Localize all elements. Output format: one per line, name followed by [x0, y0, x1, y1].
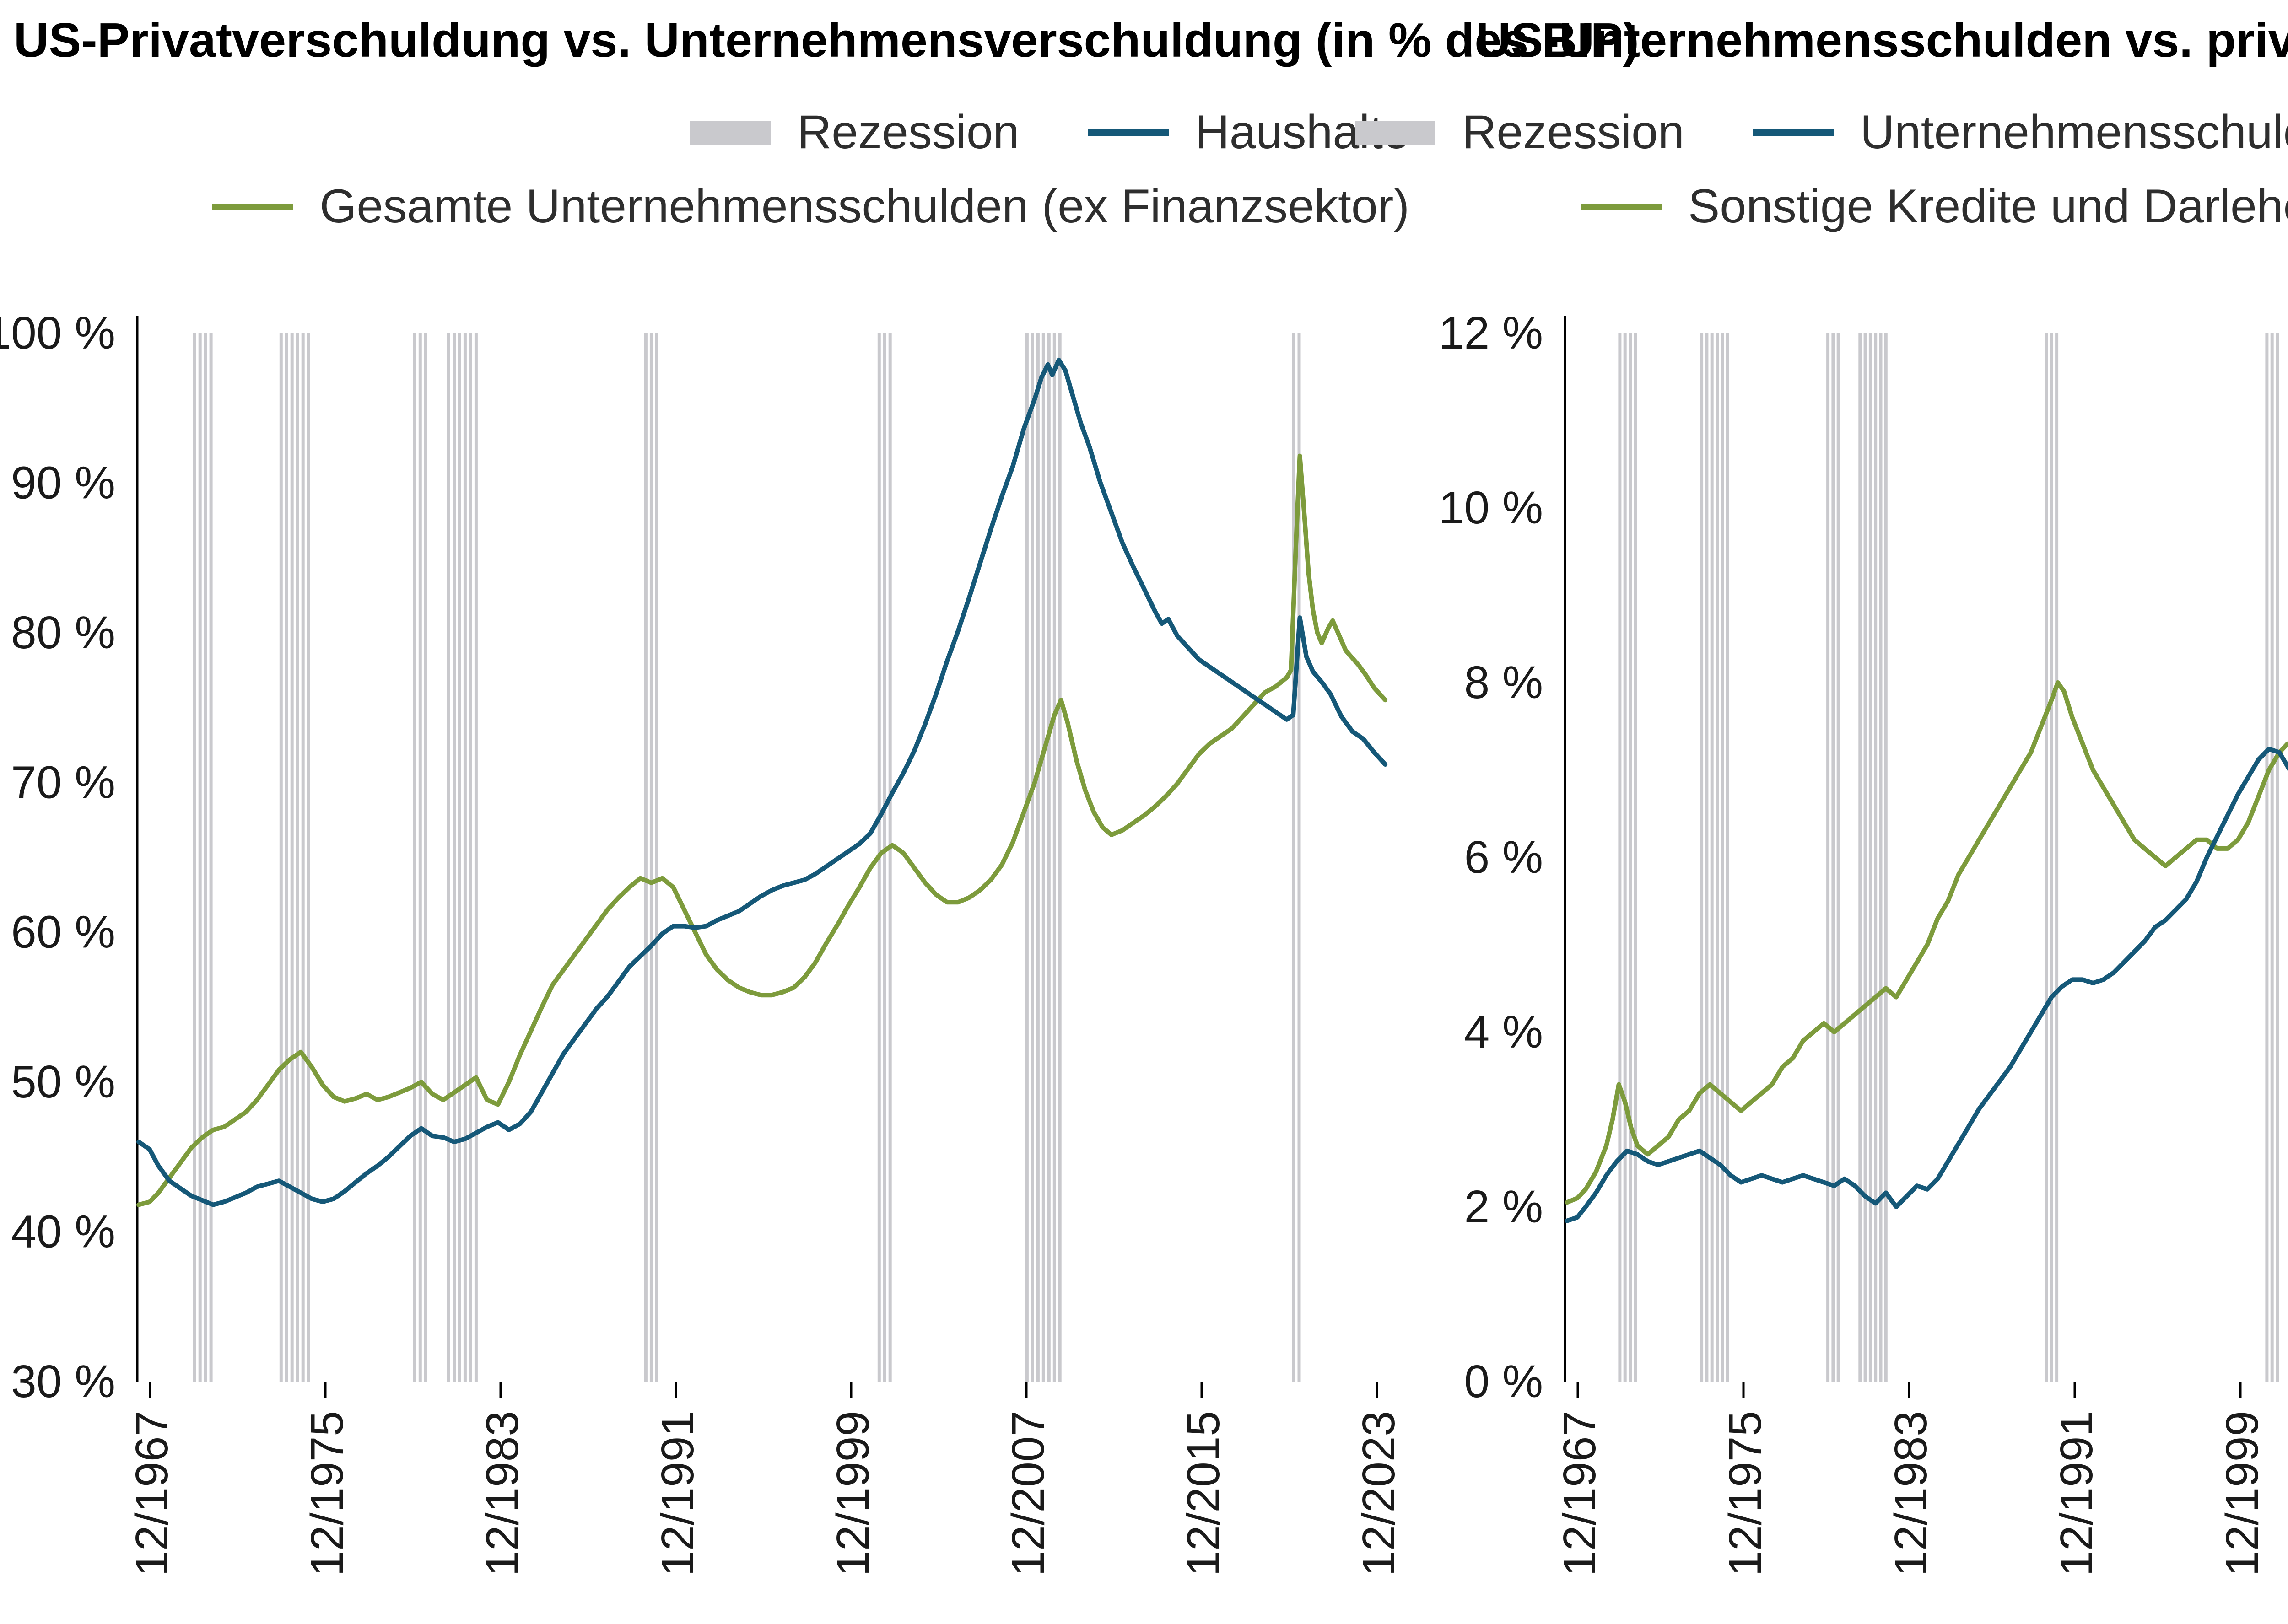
legend-item-sonstige-kredite: Sonstige Kredite und Darlehen (Privatkre…: [1581, 179, 2288, 234]
unternehmensschulden-line-swatch: [212, 203, 293, 210]
legend-label-rezession-right: Rezession: [1462, 106, 1684, 159]
y-tick-label: 8 %: [1464, 657, 1543, 708]
x-tick-label: 12/1991: [652, 1411, 703, 1576]
chart-right-plot: 12 %10 %8 %6 %4 %2 %0 %40 %35 %30 %25 %2…: [1439, 307, 2288, 1576]
unternehmensschulden-rhs-line-swatch: [1753, 129, 1834, 136]
series-unternehmensschulden-ex-finanzsektor: [1565, 747, 2288, 1223]
y-tick-label: 100 %: [0, 307, 115, 359]
y-tick-label: 60 %: [11, 907, 115, 958]
recession-bands: [1618, 333, 2279, 1382]
legend-item-rezession: Rezession: [690, 105, 1020, 160]
x-tick-label: 12/2015: [1178, 1411, 1229, 1576]
x-tick-label: 12/1983: [1885, 1411, 1937, 1576]
legend-label-sonstige-kredite: Sonstige Kredite und Darlehen (Privatkre…: [1688, 180, 2288, 233]
y-tick-label: 80 %: [11, 607, 115, 658]
x-tick-label: 12/1975: [1720, 1411, 1771, 1576]
chart-left-plot: 100 % 90 % 80 % 70 % 60 % 50 % 40 % 30 %12/1967…: [0, 307, 1404, 1576]
y-tick-label: 70 %: [11, 757, 115, 808]
chart-left-legend-row-2: Gesamte Unternehmensschulden (ex Finanzs…: [212, 179, 1409, 234]
x-tick-label: 12/2007: [1003, 1411, 1054, 1576]
y-tick-label: 0 %: [1464, 1356, 1543, 1407]
y-tick-label: 4 %: [1464, 1006, 1543, 1058]
x-tick-label: 12/1983: [477, 1411, 528, 1576]
recession-swatch: [690, 120, 771, 145]
series-haushalte: [136, 357, 1388, 1207]
x-tick-label: 12/2023: [1353, 1411, 1404, 1576]
legend-label-unternehmensschulden-rhs: Unternehmensschulden ex Finanzsektor (RH…: [1860, 106, 2288, 159]
chart-right-legend-row-2: Sonstige Kredite und Darlehen (Privatkre…: [1581, 179, 2288, 234]
legend-item-unternehmensschulden-rhs: Unternehmensschulden ex Finanzsektor (RH…: [1753, 105, 2288, 160]
legend-label-unternehmensschulden: Gesamte Unternehmensschulden (ex Finanzs…: [319, 180, 1409, 233]
chart-right-title: US-Unternehmensschulden vs. private Kred…: [1476, 13, 2288, 67]
chart-left-legend-row-1: Rezession Haushalte: [690, 105, 1409, 160]
x-tick-label: 12/1999: [2217, 1411, 2268, 1576]
y-tick-label: 10 %: [1439, 482, 1543, 533]
x-tick-label: 12/1975: [302, 1411, 353, 1576]
haushalte-line-swatch: [1088, 129, 1169, 136]
chart-left-title: US-Privatverschuldung vs. Unternehmensve…: [14, 13, 1639, 67]
x-tick-label: 12/1967: [1554, 1411, 1605, 1576]
legend-label-rezession: Rezession: [797, 106, 1020, 159]
recession-bands: [193, 333, 1301, 1382]
chart-right-legend-row-1: Rezession Unternehmensschulden ex Finanz…: [1355, 105, 2288, 160]
y-tick-label: 90 %: [11, 457, 115, 508]
legend-item-rezession-right: Rezession: [1355, 105, 1684, 160]
y-tick-label: 40 %: [11, 1206, 115, 1258]
recession-swatch: [1355, 120, 1436, 145]
y-tick-label: 50 %: [11, 1056, 115, 1108]
sonstige-kredite-line-swatch: [1581, 203, 1662, 210]
y-tick-label: 6 %: [1464, 832, 1543, 883]
y-tick-label: 2 %: [1464, 1181, 1543, 1232]
x-tick-label: 12/1991: [2051, 1411, 2102, 1576]
x-tick-label: 12/1967: [126, 1411, 178, 1576]
series-gesamte-unternehmensschulden: [136, 453, 1388, 1207]
legend-item-unternehmensschulden: Gesamte Unternehmensschulden (ex Finanzs…: [212, 179, 1409, 234]
series-sonstige-kredite-und-darlehen: [1565, 680, 2288, 1205]
y-tick-label: 12 %: [1439, 307, 1543, 359]
y-tick-label: 30 %: [11, 1356, 115, 1407]
x-tick-label: 12/1999: [827, 1411, 879, 1576]
